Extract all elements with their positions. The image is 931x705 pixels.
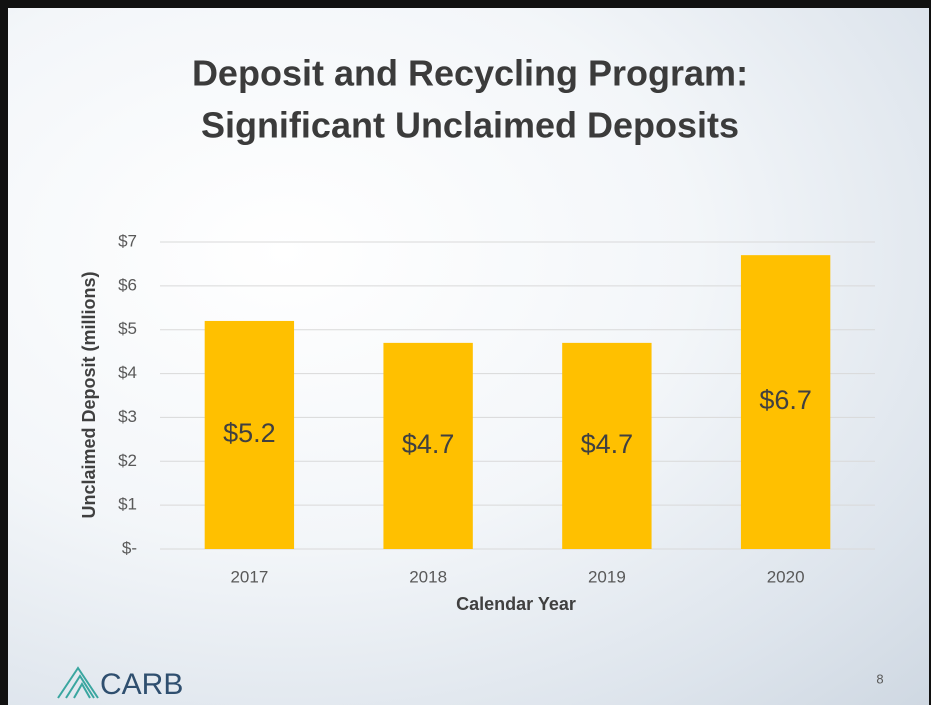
chart: Deposit and Recycling Program: Significa… — [57, 53, 884, 701]
x-tick-label: 2019 — [588, 567, 626, 586]
y-tick-label: $5 — [118, 319, 137, 338]
chart-title: Significant Unclaimed Deposits — [201, 105, 739, 146]
y-tick-label: $1 — [118, 495, 137, 514]
data-label: $4.7 — [402, 429, 455, 459]
y-tick-label: $7 — [118, 231, 137, 250]
bar — [204, 320, 295, 549]
data-label: $5.2 — [223, 418, 276, 448]
y-tick-label: $2 — [118, 451, 137, 470]
bar — [562, 342, 652, 549]
logo: CARB — [57, 666, 183, 701]
logo-text: CARB — [100, 668, 183, 701]
y-tick-label: $3 — [118, 407, 137, 426]
x-tick-label: 2020 — [767, 567, 805, 586]
bar — [383, 342, 473, 549]
data-label: $6.7 — [759, 385, 812, 415]
y-tick-label: $6 — [118, 275, 137, 294]
chart-title: Deposit and Recycling Program: — [192, 53, 748, 94]
y-axis-title: Unclaimed Deposit (millions) — [79, 271, 99, 518]
y-tick-label: $- — [122, 538, 137, 557]
bar — [740, 255, 831, 549]
logo-icon — [57, 666, 99, 699]
x-tick-label: 2017 — [230, 567, 268, 586]
data-label: $4.7 — [581, 429, 634, 459]
page-number: 8 — [876, 671, 883, 686]
x-tick-label: 2018 — [409, 567, 447, 586]
y-tick-label: $4 — [118, 363, 137, 382]
x-axis-title: Calendar Year — [456, 594, 576, 614]
